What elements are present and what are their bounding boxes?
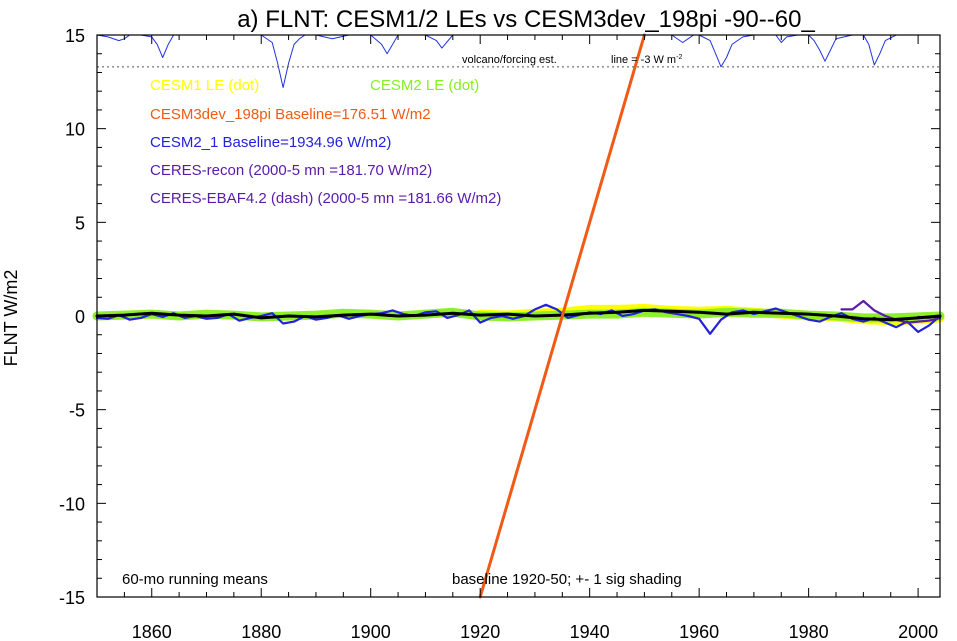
series-cesm3dev bbox=[478, 33, 646, 599]
annotation-line-text: line = -3 W m bbox=[611, 54, 676, 66]
series-cesm2-1 bbox=[95, 303, 942, 335]
annotation-line-superscript: -2 bbox=[676, 54, 682, 61]
series-ceres-recon bbox=[840, 299, 942, 324]
y-tick-label: 10 bbox=[65, 120, 85, 140]
x-tick-label: 1860 bbox=[132, 622, 172, 641]
legend-cesm3dev: CESM3dev_198pi Baseline=176.51 W/m2 bbox=[150, 106, 431, 123]
y-tick-label: -10 bbox=[59, 494, 85, 514]
annotation-volcano: volcano/forcing est. bbox=[462, 54, 557, 66]
plot-area bbox=[92, 33, 945, 599]
annotation-running-means: 60-mo running means bbox=[122, 571, 268, 588]
x-tick-label: 1900 bbox=[351, 622, 391, 641]
y-axis-label: FLNT W/m2 bbox=[1, 270, 21, 367]
y-tick-label: -5 bbox=[69, 401, 85, 421]
legend-cesm2-1: CESM2_1 Baseline=1934.96 W/m2) bbox=[150, 134, 391, 151]
x-tick-label: 1920 bbox=[460, 622, 500, 641]
legend-ceres-ebaf: CERES-EBAF4.2 (dash) (2000-5 mn =181.66 … bbox=[150, 190, 501, 207]
x-tick-label: 1980 bbox=[789, 622, 829, 641]
legend-cesm2: CESM2 LE (dot) bbox=[370, 77, 479, 94]
series-mean bbox=[95, 308, 942, 322]
annotation-baseline: baseline 1920-50; +- 1 sig shading bbox=[452, 571, 682, 588]
chart-title: a) FLNT: CESM1/2 LEs vs CESM3dev_198pi -… bbox=[237, 6, 815, 33]
y-tick-label: 15 bbox=[65, 26, 85, 46]
legend-cesm1: CESM1 LE (dot) bbox=[150, 77, 259, 94]
x-tick-label: 1940 bbox=[570, 622, 610, 641]
legend-ceres-recon: CERES-recon (2000-5 mn =181.70 W/m2) bbox=[150, 162, 432, 179]
y-axis: 15 10 5 0 -5 -10 -15 bbox=[59, 26, 940, 608]
series-layer bbox=[92, 33, 945, 599]
y-tick-label: -15 bbox=[59, 588, 85, 608]
x-axis: 1860 1880 1900 1920 1940 1960 1980 2000 bbox=[96, 35, 938, 641]
y-tick-label: 0 bbox=[75, 307, 85, 327]
x-tick-label: 2000 bbox=[898, 622, 938, 641]
x-tick-label: 1960 bbox=[679, 622, 719, 641]
y-tick-label: 5 bbox=[75, 213, 85, 233]
x-tick-label: 1880 bbox=[241, 622, 281, 641]
annotation-line: line = -3 W m-2 bbox=[611, 54, 682, 66]
